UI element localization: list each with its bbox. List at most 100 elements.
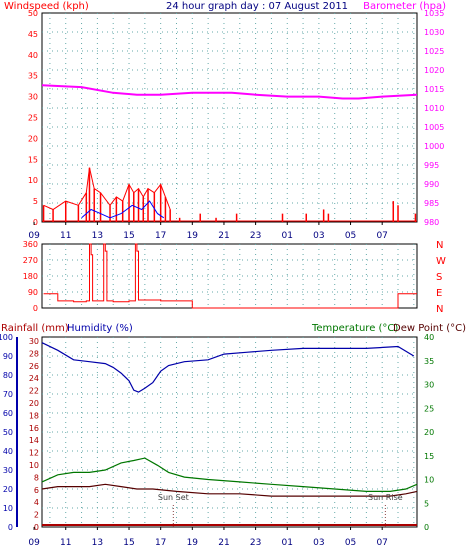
rainfall-tick-label: 8 [34,473,39,482]
humidity-tick-label: 80 [3,371,13,380]
x-tick-label: 01 [282,538,293,548]
x-tick-label: 09 [28,538,40,548]
x-tick-label: 13 [92,538,103,548]
barometer-tick-label: 980 [424,218,439,227]
humidity-tick-label: 50 [3,428,13,437]
barometer-tick-label: 995 [424,161,439,170]
temperature-tick-label: 25 [424,404,434,413]
windspeed-tick-label: 20 [28,134,38,143]
windspeed-tick-label: 10 [28,176,38,185]
temperature-axis: 0 5 10 15 20 25 30 35 40 [424,333,434,532]
chart-title: 24 hour graph day : 07 August 2011 [166,1,348,12]
windspeed-tick-label: 30 [28,93,38,102]
temp-hum-series [41,342,418,527]
x-tick-label: 07 [376,538,387,548]
rainfall-tick-label: 0 [34,523,39,532]
barometer-tick-label: 1005 [424,123,444,132]
barometer-axis: 980 985 990 995 1000 1005 1010 1015 1020 1025 1030… [424,9,444,227]
windspeed-tick-label: 5 [33,197,38,206]
temp-hum-grid [42,337,417,527]
x-tick-label: 23 [250,231,261,241]
compass-label: N [436,304,443,315]
x-tick-label: 19 [187,231,199,241]
compass-label: S [436,272,442,283]
barometer-line [41,84,418,100]
wind-x-axis: 11 13 15 17 19 21 23 01 03 05 07 09 [28,222,388,241]
rainfall-tick-label: 24 [29,374,39,383]
windspeed-tick-label: 45 [28,30,38,39]
barometer-label: Barometer (hpa) [363,1,446,12]
rainfall-tick-label: 20 [29,399,39,408]
rainfall-tick-label: 12 [29,449,39,458]
rainfall-tick-label: 2 [34,511,39,520]
x-tick-label: 05 [345,231,356,241]
rainfall-tick-label: 6 [34,486,39,495]
windspeed-tick-label: 0 [33,218,38,227]
rainfall-label: Rainfall (mm) [1,323,69,334]
temperature-tick-label: 20 [424,428,434,437]
x-tick-label: 03 [313,231,324,241]
rainfall-tick-label: 18 [29,411,39,420]
humidity-tick-label: 40 [3,447,13,456]
x-tick-label: 07 [376,231,387,241]
direction-tick-label: 180 [23,272,38,281]
x-tick-label: 21 [218,231,229,241]
direction-grid [42,244,417,308]
direction-tick-label: 270 [23,256,38,265]
barometer-tick-label: 1035 [424,9,444,18]
x-tick-label: 03 [313,538,324,548]
temperature-tick-label: 5 [424,499,429,508]
rainfall-tick-label: 10 [29,461,39,470]
humidity-tick-label: 20 [3,485,13,494]
humidity-line [41,342,415,393]
sunset-annotation: Sun Set [158,493,189,502]
x-tick-label: 17 [155,231,166,241]
compass-label: N [436,240,443,251]
humidity-tick-label: 100 [0,333,13,342]
rainfall-tick-label: 26 [29,362,39,371]
x-tick-label: 21 [218,538,229,548]
barometer-tick-label: 985 [424,199,439,208]
direction-tick-label: 360 [23,240,38,249]
temperature-tick-label: 0 [424,523,429,532]
wind-series [41,84,418,222]
humidity-label: Humidity (%) [67,323,133,334]
temperature-label: Temperature (°C) [311,323,398,334]
temperature-line [41,457,418,492]
temperature-tick-label: 10 [424,476,434,485]
wind-panel-frame [41,12,418,223]
x-tick-label: 01 [282,231,293,241]
temperature-tick-label: 15 [424,452,434,461]
barometer-tick-label: 1000 [424,142,444,151]
windspeed-line [43,167,171,211]
rainfall-tick-label: 30 [29,337,39,346]
x-tick-label: 17 [155,538,166,548]
barometer-tick-label: 990 [424,180,439,189]
x-tick-label: 09 [28,231,40,241]
rainfall-tick-label: 4 [34,498,39,507]
direction-series [43,243,417,309]
barometer-tick-label: 1025 [424,47,444,56]
rainfall-tick-label: 28 [29,349,39,358]
temperature-tick-label: 30 [424,381,434,390]
humidity-tick-label: 60 [3,409,13,418]
direction-axis: 0 90 180 270 360 [23,240,38,313]
rainfall-tick-label: 16 [29,424,39,433]
rainfall-tick-label: 22 [29,387,39,396]
dewpoint-label: Dew Point (°C) [393,323,466,334]
x-tick-label: 11 [60,538,71,548]
humidity-axis: 0 10 20 30 40 50 60 70 80 90 100 [0,333,18,532]
barometer-tick-label: 1015 [424,85,444,94]
windspeed-tick-label: 15 [28,155,38,164]
windspeed-tick-label: 40 [28,51,38,60]
compass-label: E [436,288,442,299]
barometer-tick-label: 1010 [424,104,444,113]
direction-tick-label: 90 [28,288,38,297]
direction-line [43,243,417,309]
temp-hum-x-axis: 11 13 15 17 19 21 23 01 03 05 07 09 [28,527,388,548]
title-bar: 24 hour graph day : 07 August 2011 Winds… [4,1,446,12]
